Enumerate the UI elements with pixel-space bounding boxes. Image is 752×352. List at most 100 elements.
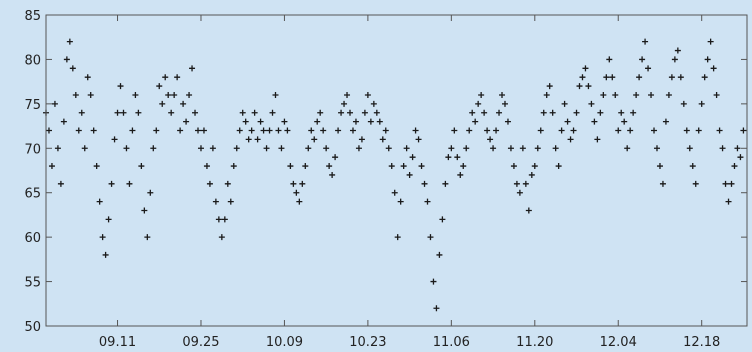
data-point: [421, 180, 428, 187]
data-point: [299, 180, 306, 187]
data-point: [197, 145, 204, 152]
data-point: [177, 127, 184, 134]
data-point: [624, 145, 631, 152]
data-point: [403, 145, 410, 152]
data-point: [373, 109, 380, 116]
data-point: [189, 65, 196, 72]
data-point: [93, 163, 100, 170]
data-point: [493, 127, 500, 134]
data-point: [84, 74, 91, 81]
data-point: [120, 109, 127, 116]
data-point: [218, 234, 225, 241]
data-point: [531, 163, 538, 170]
data-point: [90, 127, 97, 134]
x-tick-label: 09.11: [99, 335, 136, 350]
data-point: [457, 171, 464, 178]
data-point: [677, 74, 684, 81]
data-point: [54, 145, 61, 152]
data-point: [159, 100, 166, 107]
data-point: [504, 118, 511, 125]
y-tick-label: 70: [24, 142, 41, 157]
data-point: [630, 109, 637, 116]
data-point: [311, 136, 318, 143]
data-point: [141, 207, 148, 214]
data-point: [284, 127, 291, 134]
x-tick-label: 10.23: [349, 335, 386, 350]
data-point: [591, 118, 598, 125]
data-point: [552, 145, 559, 152]
data-point: [537, 127, 544, 134]
x-tick-label: 12.18: [683, 335, 720, 350]
data-point: [329, 171, 336, 178]
data-point: [516, 189, 523, 196]
data-point: [367, 118, 374, 125]
data-point: [66, 38, 73, 45]
data-point: [642, 38, 649, 45]
data-point: [567, 136, 574, 143]
data-point: [570, 127, 577, 134]
data-point: [391, 189, 398, 196]
data-point: [585, 83, 592, 90]
data-point: [206, 180, 213, 187]
data-point: [296, 198, 303, 205]
data-point: [686, 145, 693, 152]
data-point: [558, 127, 565, 134]
data-point: [314, 118, 321, 125]
data-point: [129, 127, 136, 134]
data-point: [409, 154, 416, 161]
data-point: [621, 118, 628, 125]
data-point: [448, 145, 455, 152]
data-point: [263, 145, 270, 152]
data-point: [406, 171, 413, 178]
y-tick-label: 55: [24, 276, 41, 291]
data-point: [668, 74, 675, 81]
data-point: [51, 100, 58, 107]
data-point: [582, 65, 589, 72]
data-point: [478, 91, 485, 98]
data-point: [269, 109, 276, 116]
data-point: [600, 91, 607, 98]
data-point: [78, 109, 85, 116]
data-point: [156, 83, 163, 90]
data-point: [165, 91, 172, 98]
y-tick-label: 60: [24, 231, 41, 246]
data-point: [522, 180, 529, 187]
data-points: [43, 38, 747, 312]
x-axis: 09.11 09.25 10.09 10.23 11.06 11.20 12.04 12.18: [99, 15, 720, 350]
data-point: [472, 118, 479, 125]
data-point: [60, 118, 67, 125]
data-point: [594, 136, 601, 143]
data-point: [215, 216, 222, 223]
data-point: [320, 127, 327, 134]
data-point: [245, 136, 252, 143]
data-point: [180, 100, 187, 107]
data-point: [105, 216, 112, 223]
data-point: [102, 251, 109, 258]
data-point: [439, 216, 446, 223]
data-point: [737, 154, 744, 161]
data-point: [534, 145, 541, 152]
data-point: [481, 109, 488, 116]
data-point: [153, 127, 160, 134]
data-point: [114, 109, 121, 116]
data-point: [69, 65, 76, 72]
data-point: [722, 180, 729, 187]
data-point: [347, 109, 354, 116]
data-point: [349, 127, 356, 134]
data-point: [224, 180, 231, 187]
x-tick-label: 09.25: [182, 335, 219, 350]
data-point: [466, 127, 473, 134]
data-point: [716, 127, 723, 134]
data-point: [293, 189, 300, 196]
data-point: [588, 100, 595, 107]
data-point: [147, 189, 154, 196]
data-point: [186, 91, 193, 98]
data-point: [615, 127, 622, 134]
data-point: [665, 91, 672, 98]
data-point: [597, 109, 604, 116]
data-point: [75, 127, 82, 134]
data-point: [695, 127, 702, 134]
data-point: [710, 65, 717, 72]
data-point: [698, 100, 705, 107]
data-point: [656, 163, 663, 170]
